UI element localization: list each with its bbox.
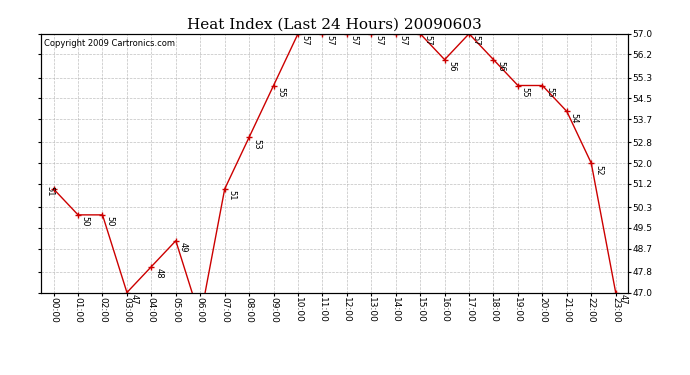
Text: 57: 57: [325, 35, 334, 46]
Text: 57: 57: [350, 35, 359, 46]
Text: 55: 55: [276, 87, 286, 98]
Text: 49: 49: [179, 242, 188, 253]
Text: 57: 57: [374, 35, 383, 46]
Text: 54: 54: [569, 113, 579, 123]
Text: 56: 56: [496, 61, 505, 72]
Text: 57: 57: [472, 35, 481, 46]
Text: 50: 50: [81, 216, 90, 227]
Text: 46: 46: [0, 374, 1, 375]
Text: 56: 56: [447, 61, 456, 72]
Text: 51: 51: [228, 190, 237, 201]
Text: 47: 47: [130, 294, 139, 304]
Text: Copyright 2009 Cartronics.com: Copyright 2009 Cartronics.com: [44, 39, 175, 48]
Text: 52: 52: [594, 165, 603, 175]
Text: 57: 57: [423, 35, 432, 46]
Text: 47: 47: [618, 294, 627, 304]
Text: 48: 48: [154, 268, 163, 279]
Title: Heat Index (Last 24 Hours) 20090603: Heat Index (Last 24 Hours) 20090603: [187, 17, 482, 31]
Text: 57: 57: [301, 35, 310, 46]
Text: 51: 51: [46, 186, 55, 197]
Text: 55: 55: [545, 87, 554, 98]
Text: 50: 50: [106, 216, 115, 227]
Text: 53: 53: [252, 139, 261, 149]
Text: 57: 57: [399, 35, 408, 46]
Text: 55: 55: [521, 87, 530, 98]
